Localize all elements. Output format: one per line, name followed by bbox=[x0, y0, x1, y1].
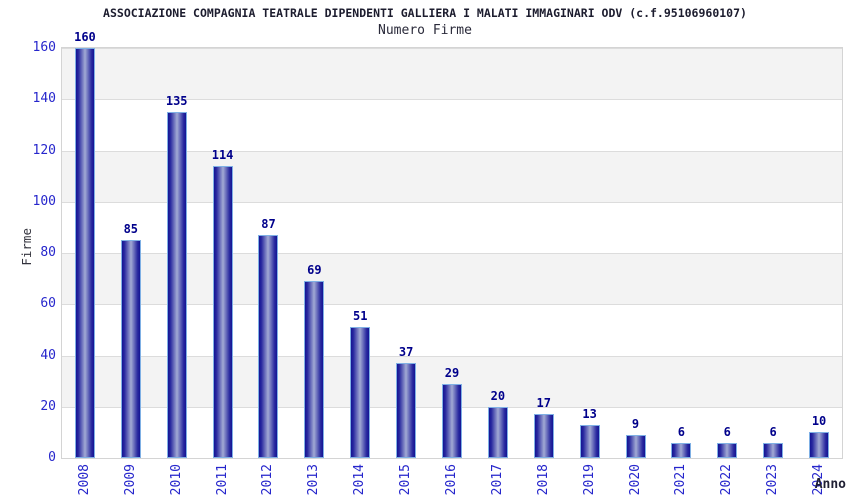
plot-area: 160 140 120 100 80 60 40 20 0 160 2008 85 2009 135 201… bbox=[33, 31, 843, 495]
x-tick-label: 2022 bbox=[719, 464, 735, 496]
bar-value-label: 37 bbox=[398, 345, 414, 360]
bar-value-label: 114 bbox=[211, 147, 234, 162]
bar-value-label: 69 bbox=[307, 263, 322, 278]
bar bbox=[120, 240, 141, 458]
bar bbox=[304, 281, 325, 458]
x-tick-label: 2008 bbox=[76, 464, 92, 496]
gridline bbox=[62, 150, 842, 152]
y-tick-label: 80 bbox=[40, 245, 56, 260]
bar bbox=[396, 363, 417, 458]
bar bbox=[717, 442, 738, 458]
bar bbox=[487, 406, 508, 458]
gridline bbox=[62, 355, 842, 357]
gridline bbox=[62, 99, 842, 101]
bar bbox=[763, 442, 784, 458]
bar bbox=[809, 432, 830, 458]
gridline bbox=[62, 201, 842, 203]
x-tick-label: 2010 bbox=[168, 464, 184, 496]
x-tick-label: 2021 bbox=[673, 464, 689, 496]
y-tick-label: 120 bbox=[32, 142, 56, 158]
y-tick-label: 0 bbox=[48, 450, 56, 465]
bar-value-label: 85 bbox=[123, 222, 139, 237]
plot-band bbox=[62, 150, 842, 202]
x-tick-label: 2018 bbox=[535, 464, 551, 496]
bar bbox=[212, 165, 233, 458]
plot-band bbox=[62, 304, 842, 356]
bar-value-label: 6 bbox=[723, 424, 731, 439]
gridline bbox=[62, 304, 842, 306]
x-tick-label: 2020 bbox=[627, 464, 643, 496]
y-tick-label: 140 bbox=[32, 91, 56, 107]
x-tick-label: 2023 bbox=[765, 464, 781, 496]
bar-value-label: 17 bbox=[536, 396, 551, 411]
bar-value-label: 135 bbox=[165, 94, 188, 109]
x-tick-label: 2019 bbox=[581, 464, 597, 496]
bar bbox=[166, 112, 187, 458]
bar-value-label: 20 bbox=[490, 388, 506, 403]
y-tick-label: 40 bbox=[40, 347, 56, 363]
bar-value-label: 13 bbox=[582, 406, 597, 421]
y-tick-label: 160 bbox=[32, 40, 56, 55]
bar bbox=[74, 48, 95, 458]
y-tick-label: 60 bbox=[40, 296, 56, 312]
bar-value-label: 6 bbox=[769, 424, 777, 439]
bar bbox=[258, 235, 279, 458]
bar-value-label: 29 bbox=[444, 365, 460, 380]
y-tick-label: 20 bbox=[40, 398, 56, 414]
y-tick-label: 100 bbox=[32, 193, 56, 209]
bar bbox=[625, 434, 646, 458]
bar-value-label: 87 bbox=[261, 217, 276, 232]
bar bbox=[671, 442, 692, 458]
bar bbox=[533, 414, 554, 458]
x-tick-label: 2016 bbox=[444, 464, 459, 496]
plot-band bbox=[62, 201, 842, 253]
bar-value-label: 9 bbox=[631, 416, 640, 431]
gridline bbox=[62, 48, 842, 49]
x-tick-label: 2017 bbox=[489, 464, 505, 496]
x-tick-label: 2011 bbox=[214, 464, 230, 496]
x-tick-label: 2013 bbox=[306, 464, 322, 496]
x-tick-label: 2009 bbox=[122, 464, 138, 496]
bar-value-label: 51 bbox=[353, 309, 368, 324]
gridline bbox=[62, 253, 842, 254]
chart-title: ASSOCIAZIONE COMPAGNIA TEATRALE DIPENDEN… bbox=[103, 6, 747, 20]
bar-value-label: 10 bbox=[811, 414, 827, 429]
x-tick-label: 2012 bbox=[260, 464, 276, 496]
bar bbox=[442, 383, 462, 458]
plot-band bbox=[62, 253, 842, 305]
x-tick-label: 2015 bbox=[398, 464, 414, 496]
bar bbox=[579, 424, 600, 458]
plot-band bbox=[62, 48, 842, 100]
x-tick-label: 2014 bbox=[352, 464, 368, 496]
bar bbox=[350, 327, 371, 458]
chart-subtitle: Numero Firme bbox=[378, 23, 472, 38]
plot-band bbox=[62, 99, 842, 151]
x-axis-title: Anno bbox=[814, 477, 846, 492]
bar-value-label: 160 bbox=[74, 30, 96, 44]
bar-value-label: 6 bbox=[677, 424, 686, 439]
